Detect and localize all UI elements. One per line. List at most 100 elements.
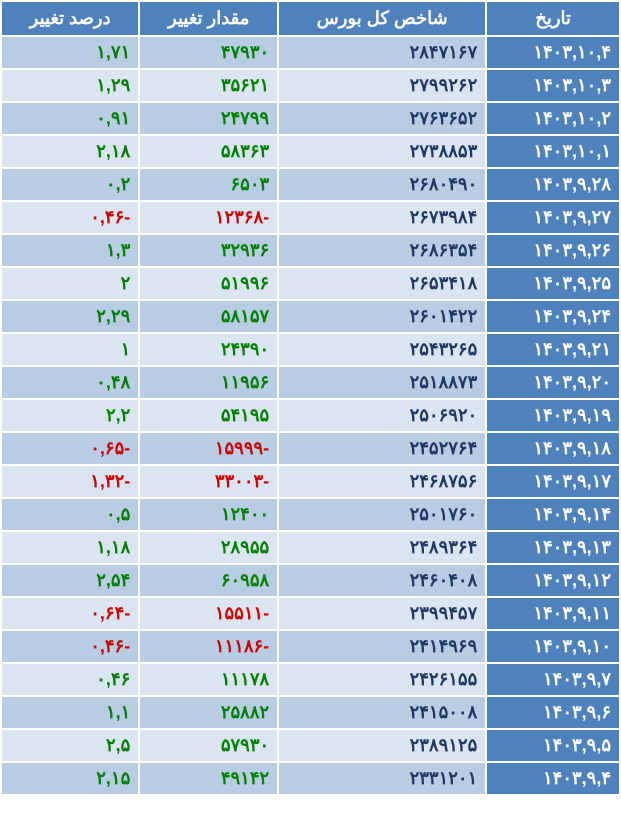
cell-pct: ۱: [1, 333, 139, 366]
cell-pct: ۲,۲۹: [1, 300, 139, 333]
table-row: ۱۴۰۳,۱۰,۱۲۷۳۸۸۵۳۵۸۳۶۳۲,۱۸: [1, 135, 620, 168]
cell-index: ۲۴۸۹۳۶۴: [278, 531, 486, 564]
cell-change: -۱۲۳۶۸: [139, 201, 278, 234]
cell-date: ۱۴۰۳,۹,۱۳: [486, 531, 620, 564]
cell-index: ۲۵۴۳۲۶۵: [278, 333, 486, 366]
cell-date: ۱۴۰۳,۹,۱۱: [486, 597, 620, 630]
table-row: ۱۴۰۳,۹,۲۸۲۶۸۰۴۹۰۶۵۰۳۰,۲: [1, 168, 620, 201]
cell-change: ۵۸۱۵۷: [139, 300, 278, 333]
cell-pct: ۰,۴۸: [1, 366, 139, 399]
table-row: ۱۴۰۳,۹,۲۱۲۵۴۳۲۶۵۲۴۳۹۰۱: [1, 333, 620, 366]
cell-index: ۲۸۴۷۱۶۷: [278, 36, 486, 69]
cell-index: ۲۳۸۹۱۲۵: [278, 729, 486, 762]
cell-change: -۱۵۵۱۱: [139, 597, 278, 630]
cell-change: ۴۷۹۳۰: [139, 36, 278, 69]
cell-index: ۲۶۰۱۴۲۲: [278, 300, 486, 333]
cell-index: ۲۴۵۲۷۶۴: [278, 432, 486, 465]
cell-pct: ۲,۱۸: [1, 135, 139, 168]
cell-change: ۱۲۴۰۰: [139, 498, 278, 531]
cell-pct: -۰,۶۵: [1, 432, 139, 465]
cell-date: ۱۴۰۳,۹,۶: [486, 696, 620, 729]
table-body: ۱۴۰۳,۱۰,۴۲۸۴۷۱۶۷۴۷۹۳۰۱,۷۱۱۴۰۳,۱۰,۳۲۷۹۹۲۶…: [1, 36, 620, 795]
col-header-change: مقدار تغییر: [139, 1, 278, 36]
cell-date: ۱۴۰۳,۱۰,۱: [486, 135, 620, 168]
cell-pct: ۲,۵۴: [1, 564, 139, 597]
table-row: ۱۴۰۳,۹,۱۱۲۳۹۹۴۵۷-۱۵۵۱۱-۰,۶۴: [1, 597, 620, 630]
cell-change: ۲۵۸۸۲: [139, 696, 278, 729]
cell-pct: ۱,۲۹: [1, 69, 139, 102]
cell-index: ۲۳۹۹۴۵۷: [278, 597, 486, 630]
cell-pct: ۱,۱: [1, 696, 139, 729]
cell-change: ۶۰۹۵۸: [139, 564, 278, 597]
cell-index: ۲۷۳۸۸۵۳: [278, 135, 486, 168]
cell-date: ۱۴۰۳,۹,۲۸: [486, 168, 620, 201]
cell-pct: ۱,۱۸: [1, 531, 139, 564]
col-header-pct: درصد تغییر: [1, 1, 139, 36]
table-row: ۱۴۰۳,۹,۱۷۲۴۶۸۷۵۶-۳۳۰۰۳-۱,۳۲: [1, 465, 620, 498]
cell-date: ۱۴۰۳,۹,۲۰: [486, 366, 620, 399]
table-row: ۱۴۰۳,۹,۵۲۳۸۹۱۲۵۵۷۹۳۰۲,۵: [1, 729, 620, 762]
table-row: ۱۴۰۳,۹,۴۲۳۳۱۲۰۱۴۹۱۴۲۲,۱۵: [1, 762, 620, 795]
table-row: ۱۴۰۳,۹,۱۸۲۴۵۲۷۶۴-۱۵۹۹۹-۰,۶۵: [1, 432, 620, 465]
cell-index: ۲۷۹۹۲۶۲: [278, 69, 486, 102]
cell-change: ۳۲۹۳۶: [139, 234, 278, 267]
table-row: ۱۴۰۳,۱۰,۴۲۸۴۷۱۶۷۴۷۹۳۰۱,۷۱: [1, 36, 620, 69]
cell-date: ۱۴۰۳,۹,۱۹: [486, 399, 620, 432]
table-row: ۱۴۰۳,۹,۲۶۲۶۸۶۳۵۴۳۲۹۳۶۱,۳: [1, 234, 620, 267]
cell-pct: ۰,۲: [1, 168, 139, 201]
table-row: ۱۴۰۳,۹,۷۲۴۲۶۱۵۵۱۱۱۷۸۰,۴۶: [1, 663, 620, 696]
col-header-date: تاریخ: [486, 1, 620, 36]
cell-pct: ۰,۵: [1, 498, 139, 531]
cell-pct: ۰,۴۶: [1, 663, 139, 696]
cell-date: ۱۴۰۳,۹,۲۶: [486, 234, 620, 267]
table-row: ۱۴۰۳,۹,۱۹۲۵۰۶۹۲۰۵۴۱۹۵۲,۲: [1, 399, 620, 432]
cell-date: ۱۴۰۳,۹,۱۰: [486, 630, 620, 663]
cell-change: ۱۱۱۷۸: [139, 663, 278, 696]
cell-index: ۲۶۸۶۳۵۴: [278, 234, 486, 267]
cell-pct: -۰,۶۴: [1, 597, 139, 630]
cell-date: ۱۴۰۳,۹,۴: [486, 762, 620, 795]
cell-date: ۱۴۰۳,۹,۷: [486, 663, 620, 696]
cell-index: ۲۶۷۳۹۸۴: [278, 201, 486, 234]
cell-index: ۲۴۶۰۴۰۸: [278, 564, 486, 597]
cell-change: -۱۵۹۹۹: [139, 432, 278, 465]
cell-index: ۲۵۱۸۸۷۳: [278, 366, 486, 399]
cell-index: ۲۳۳۱۲۰۱: [278, 762, 486, 795]
cell-date: ۱۴۰۳,۹,۲۵: [486, 267, 620, 300]
cell-pct: -۱,۳۲: [1, 465, 139, 498]
cell-index: ۲۵۰۱۷۶۰: [278, 498, 486, 531]
cell-change: ۵۸۳۶۳: [139, 135, 278, 168]
cell-index: ۲۴۱۵۰۰۸: [278, 696, 486, 729]
cell-change: ۶۵۰۳: [139, 168, 278, 201]
cell-date: ۱۴۰۳,۱۰,۲: [486, 102, 620, 135]
table-row: ۱۴۰۳,۹,۲۵۲۶۵۳۴۱۸۵۱۹۹۶۲: [1, 267, 620, 300]
stock-index-table: تاریخ شاخص کل بورس مقدار تغییر درصد تغیی…: [0, 0, 621, 796]
cell-index: ۲۵۰۶۹۲۰: [278, 399, 486, 432]
col-header-index: شاخص کل بورس: [278, 1, 486, 36]
cell-date: ۱۴۰۳,۹,۲۷: [486, 201, 620, 234]
cell-date: ۱۴۰۳,۹,۱۸: [486, 432, 620, 465]
cell-index: ۲۴۲۶۱۵۵: [278, 663, 486, 696]
cell-change: ۵۷۹۳۰: [139, 729, 278, 762]
cell-pct: ۲: [1, 267, 139, 300]
cell-change: ۳۵۶۲۱: [139, 69, 278, 102]
cell-date: ۱۴۰۳,۹,۲۴: [486, 300, 620, 333]
cell-index: ۲۴۶۸۷۵۶: [278, 465, 486, 498]
table-header-row: تاریخ شاخص کل بورس مقدار تغییر درصد تغیی…: [1, 1, 620, 36]
cell-index: ۲۶۵۳۴۱۸: [278, 267, 486, 300]
cell-date: ۱۴۰۳,۹,۱۴: [486, 498, 620, 531]
cell-change: ۲۴۳۹۰: [139, 333, 278, 366]
cell-pct: ۰,۹۱: [1, 102, 139, 135]
cell-date: ۱۴۰۳,۱۰,۴: [486, 36, 620, 69]
cell-pct: -۰,۴۶: [1, 201, 139, 234]
cell-pct: ۲,۲: [1, 399, 139, 432]
cell-pct: ۲,۱۵: [1, 762, 139, 795]
table-row: ۱۴۰۳,۹,۱۴۲۵۰۱۷۶۰۱۲۴۰۰۰,۵: [1, 498, 620, 531]
cell-change: ۵۱۹۹۶: [139, 267, 278, 300]
cell-pct: ۱,۳: [1, 234, 139, 267]
table-row: ۱۴۰۳,۱۰,۲۲۷۶۳۶۵۲۲۴۷۹۹۰,۹۱: [1, 102, 620, 135]
table-row: ۱۴۰۳,۹,۲۰۲۵۱۸۸۷۳۱۱۹۵۶۰,۴۸: [1, 366, 620, 399]
cell-date: ۱۴۰۳,۹,۵: [486, 729, 620, 762]
cell-change: -۱۱۱۸۶: [139, 630, 278, 663]
table-row: ۱۴۰۳,۹,۶۲۴۱۵۰۰۸۲۵۸۸۲۱,۱: [1, 696, 620, 729]
